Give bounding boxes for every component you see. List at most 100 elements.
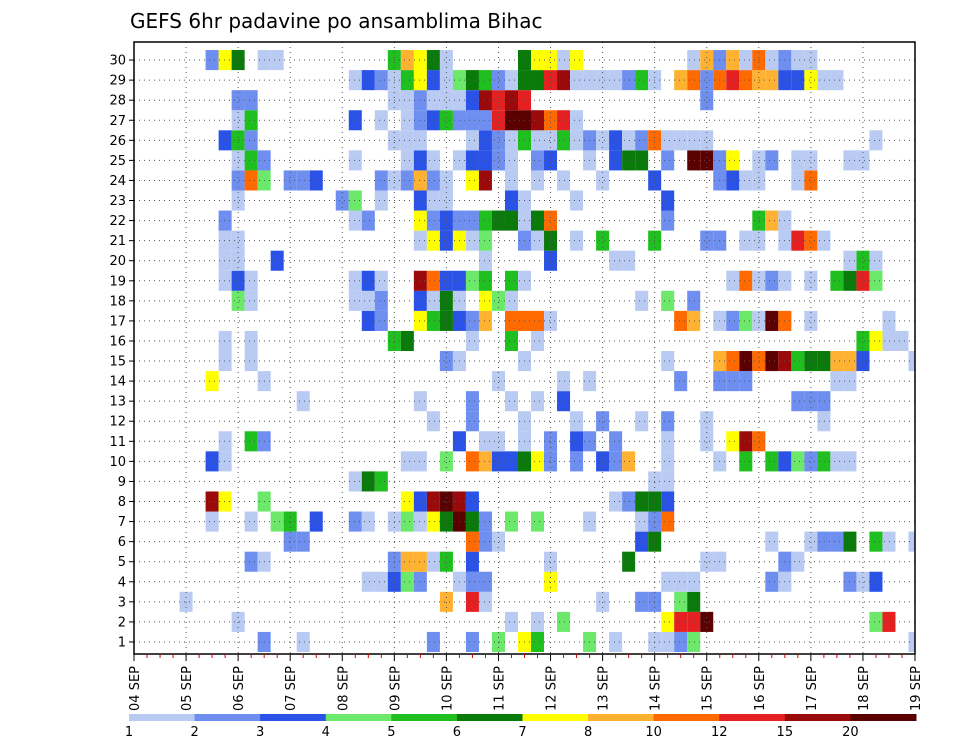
- heatmap-cell: [557, 70, 571, 91]
- heatmap-cell: [531, 631, 545, 652]
- legend-swatch: [522, 714, 589, 721]
- heatmap-cell: [413, 230, 427, 251]
- heatmap-cell: [231, 611, 245, 632]
- heatmap-cell: [465, 130, 479, 151]
- heatmap-cell: [465, 150, 479, 171]
- heatmap-cell: [413, 70, 427, 91]
- heatmap-cell: [348, 210, 362, 231]
- heatmap-cell: [531, 130, 545, 151]
- heatmap-cell: [830, 351, 844, 372]
- cells-layer: [179, 50, 915, 652]
- heatmap-cell: [465, 330, 479, 352]
- y-tick-label: 23: [109, 194, 126, 209]
- heatmap-cell: [869, 611, 883, 632]
- heatmap-cell: [439, 290, 453, 311]
- heatmap-cell: [478, 230, 492, 251]
- heatmap-cell: [687, 50, 701, 71]
- heatmap-cell: [635, 150, 649, 171]
- heatmap-cell: [661, 411, 675, 432]
- heatmap-cell: [804, 70, 818, 91]
- heatmap-cell: [439, 511, 453, 532]
- heatmap-cell: [700, 90, 714, 111]
- y-tick-label: 26: [109, 134, 126, 149]
- heatmap-cell: [504, 70, 518, 91]
- heatmap-cell: [361, 210, 375, 231]
- heatmap-cell: [231, 90, 245, 111]
- heatmap-cell: [739, 70, 753, 91]
- heatmap-cell: [504, 611, 518, 632]
- heatmap-cell: [661, 491, 675, 512]
- heatmap-cell: [400, 511, 414, 532]
- heatmap-cell: [400, 130, 414, 151]
- heatmap-cell: [413, 50, 427, 71]
- legend-label: 20: [842, 725, 859, 740]
- heatmap-cell: [739, 230, 753, 251]
- heatmap-cell: [413, 451, 427, 472]
- heatmap-cell: [791, 70, 805, 91]
- heatmap-cell: [635, 130, 649, 151]
- y-tick-label: 24: [109, 174, 126, 189]
- heatmap-cell: [504, 130, 518, 151]
- legend-label: 15: [777, 725, 794, 740]
- heatmap-cell: [205, 511, 219, 532]
- heatmap-cell: [635, 591, 649, 612]
- heatmap-cell: [296, 631, 310, 652]
- heatmap-cell: [635, 290, 649, 311]
- heatmap-cell: [374, 170, 388, 191]
- heatmap-cell: [205, 451, 219, 472]
- heatmap-cell: [830, 70, 844, 91]
- heatmap-cell: [205, 371, 219, 392]
- heatmap-cell: [413, 150, 427, 171]
- heatmap-cell: [609, 150, 623, 171]
- heatmap-cell: [244, 170, 258, 191]
- heatmap-cell: [348, 110, 362, 131]
- y-tick-label: 30: [109, 54, 126, 69]
- heatmap-cell: [765, 50, 779, 71]
- heatmap-cell: [531, 330, 545, 352]
- legend-label: 5: [387, 725, 395, 740]
- legend-swatch: [325, 714, 392, 721]
- heatmap-cell: [400, 491, 414, 512]
- heatmap-cell: [570, 451, 584, 472]
- heatmap-cell: [426, 150, 440, 171]
- heatmap-cell: [361, 571, 375, 592]
- heatmap-cell: [374, 310, 388, 331]
- heatmap-cell: [895, 330, 909, 352]
- heatmap-cell: [465, 310, 479, 331]
- heatmap-cell: [817, 70, 831, 91]
- heatmap-cell: [504, 391, 518, 412]
- heatmap-cell: [439, 551, 453, 572]
- heatmap-cell: [244, 110, 258, 131]
- heatmap-cell: [231, 50, 245, 71]
- heatmap-cell: [739, 371, 753, 392]
- heatmap-cell: [504, 290, 518, 311]
- heatmap-cell: [817, 230, 831, 251]
- heatmap-cell: [374, 571, 388, 592]
- heatmap-cell: [244, 351, 258, 372]
- heatmap-cell: [426, 230, 440, 251]
- y-axis: 1234567891011121314151617181920212223242…: [109, 54, 134, 650]
- heatmap-cell: [439, 70, 453, 91]
- heatmap-cell: [817, 391, 831, 412]
- heatmap-cell: [869, 330, 883, 352]
- heatmap-cell: [700, 431, 714, 452]
- heatmap-cell: [465, 70, 479, 91]
- heatmap-cell: [439, 210, 453, 231]
- heatmap-cell: [244, 431, 258, 452]
- heatmap-cell: [596, 130, 610, 151]
- heatmap-cell: [687, 150, 701, 171]
- heatmap-cell: [635, 511, 649, 532]
- y-tick-label: 29: [109, 74, 126, 89]
- heatmap-cell: [726, 431, 740, 452]
- heatmap-cell: [817, 451, 831, 472]
- heatmap-cell: [856, 351, 870, 372]
- heatmap-cell: [244, 290, 258, 311]
- heatmap-cell: [426, 50, 440, 71]
- heatmap-cell: [726, 270, 740, 291]
- heatmap-cell: [413, 270, 427, 291]
- heatmap-cell: [544, 310, 558, 331]
- heatmap-cell: [661, 611, 675, 632]
- heatmap-cell: [661, 190, 675, 211]
- heatmap-cell: [726, 351, 740, 372]
